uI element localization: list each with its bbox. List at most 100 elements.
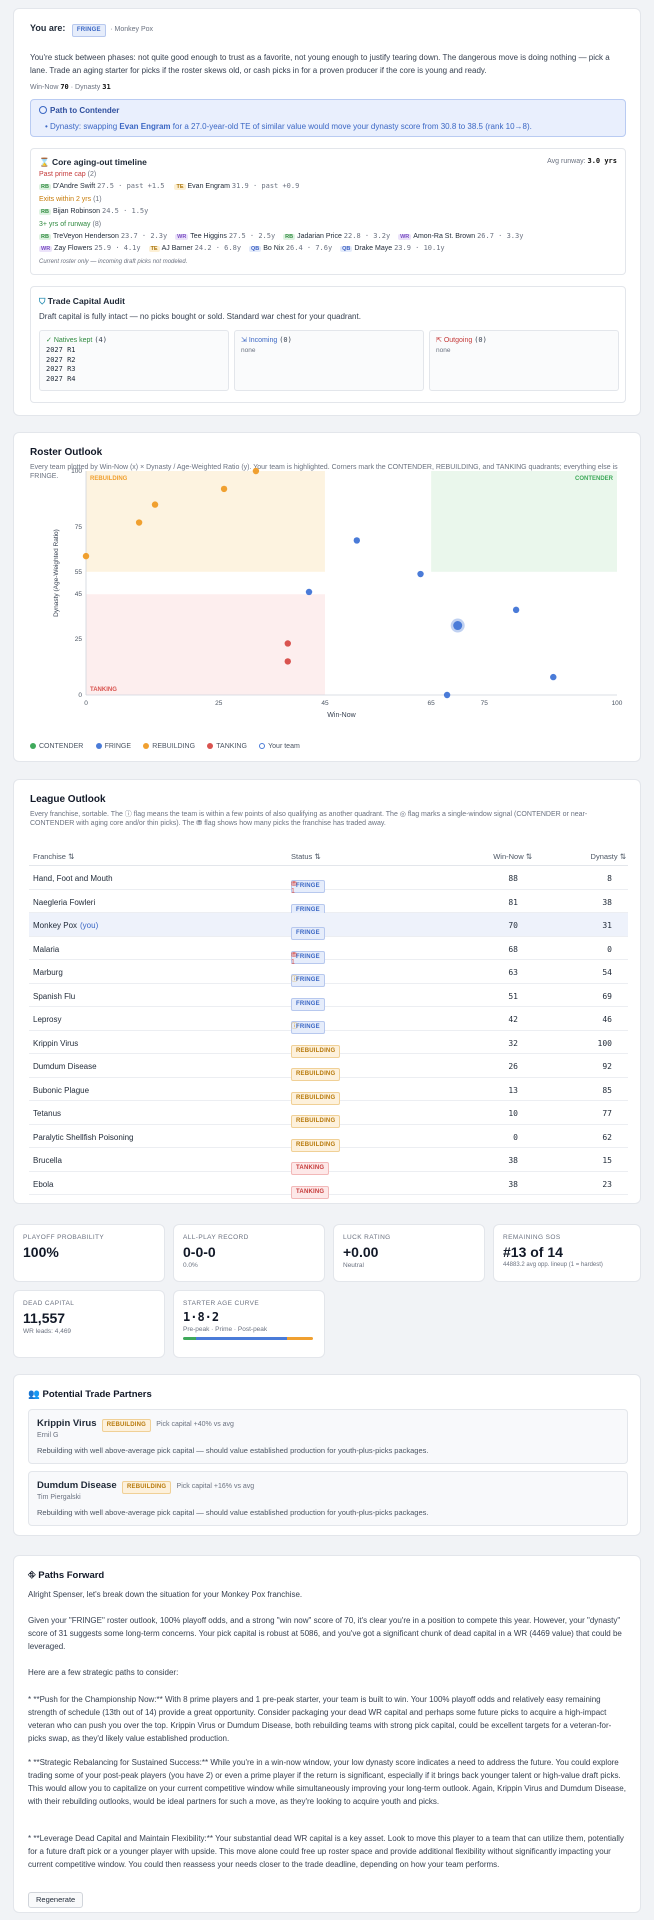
x-tick-label: 25 [215,700,223,707]
y-tick-label: 55 [75,569,83,576]
trade-capital-audit-box: ⛉ Trade Capital Audit Draft capital is f… [30,286,626,403]
dynasty-value: 38 [602,897,612,907]
table-row[interactable]: Monkey Pox (you) FRINGE 70 31 [29,913,628,940]
winnow-value: 51 [508,991,518,1001]
x-tick-label: 100 [612,700,623,707]
dynasty-value: 85 [602,1085,612,1095]
partner-owner: Ernil G [37,1432,59,1439]
winnow-value: 0 [513,1132,518,1142]
partner-desc: Rebuilding with well above-average pick … [37,1446,429,1455]
roster-outlook-desc: Every team plotted by Win-Now (x) × Dyna… [30,464,618,480]
dynasty-value: 69 [602,991,612,1001]
dynasty-value: 77 [602,1109,612,1118]
dynasty-value: 62 [602,1132,612,1142]
remaining-sos-card: REMAINING SOS #13 of 14 44883.2 avg opp. l… [493,1224,641,1282]
exits-list: RB Bijan Robinson 24.5 · 1.5y [39,207,149,215]
winnow-value: 42 [508,1015,518,1024]
y-tick-label: 0 [78,692,82,699]
team-point [353,537,361,544]
path-option-2: * **Strategic Rebalancing for Sustained … [28,1758,626,1806]
pick-item: 2027 R4 [46,374,76,383]
check-icon: ✓ [46,337,52,344]
partner-desc: Rebuilding with well above-average pick … [37,1508,429,1517]
franchise-name: Ebola [33,1179,54,1189]
team-point [550,673,557,681]
table-row[interactable]: Malaria FRINGE ⛃1 68 0 [29,937,628,966]
table-row[interactable]: Naegleria Fowleri FRINGE 81 38 [29,890,628,917]
franchise-name: Marburg [33,968,63,977]
table-row[interactable]: Ebola TANKING 38 23 [29,1172,628,1199]
dynasty-value: 15 [602,1156,612,1165]
franchise-name: Spanish Flu [33,991,76,1001]
table-row[interactable]: Leprosy FRINGE ⓘ 42 46 [29,1007,628,1034]
winnow-value: 68 [508,944,518,954]
partner-name: Krippin Virus [37,1418,97,1429]
team-point [252,467,260,475]
table-row[interactable]: Paralytic Shellfish Poisoning REBUILDING 0… [29,1125,628,1152]
partner-card[interactable]: Dumdum Disease REBUILDING Pick capital +… [28,1471,628,1526]
x-tick-label: 45 [321,700,329,707]
you-tag: (you) [80,921,99,930]
partner-owner: Tim Piergalski [37,1494,81,1501]
table-row[interactable]: Hand, Foot and Mouth FRINGE ⛃1 88 8 [29,866,628,895]
franchise-name: Brucella [33,1156,62,1165]
col-status[interactable]: Status ⇅ [291,852,321,861]
quadrant-label: TANKING [90,687,117,693]
runway-list-2: WR Zay Flowers 25.9 · 4.1y TE AJ Barner 24… [39,244,445,252]
team-name: · Monkey Pox [110,26,154,33]
flag-icon: ⛃1 [291,881,297,895]
dynasty-value: 8 [607,874,612,883]
incoming-box: ⇲ Incoming (0) none [234,330,424,391]
legend-tanking: TANKING [207,743,247,750]
table-row[interactable]: Marburg FRINGE ⓘ 63 54 [29,960,628,987]
pick-item: 2027 R1 [46,346,76,354]
franchise-name: Tetanus [33,1109,62,1118]
table-row[interactable]: Dumdum Disease REBUILDING 26 92 [29,1054,628,1081]
y-tick-label: 100 [71,468,82,475]
col-winnow[interactable]: Win-Now ⇅ [493,852,532,861]
starter-age-curve-card: STARTER AGE CURVE 1·8·2 Pre-peak · Prime ·… [173,1290,325,1358]
table-row[interactable]: Brucella TANKING 38 15 [29,1148,628,1175]
paths-lead: Here are a few strategic paths to consid… [28,1668,179,1677]
col-dynasty[interactable]: Dynasty ⇅ [590,852,626,861]
runway-heading: 3+ yrs of runway (8) [39,221,102,228]
aging-footnote: Current roster only — incoming draft pic… [39,259,188,265]
league-outlook-title: League Outlook [30,794,106,805]
runway-list-1: RB TreVeyon Henderson 23.7 · 2.3y WR Tee H… [39,232,524,240]
table-row[interactable]: Krippin Virus REBUILDING 32 100 [29,1031,628,1058]
team-point [284,640,291,647]
partner-card[interactable]: Krippin Virus REBUILDING Pick capital +4… [28,1409,628,1464]
franchise-name: Naegleria Fowleri [33,897,96,907]
pick-item: 2027 R2 [46,355,76,364]
paths-summary: Given your "FRINGE" roster outlook, 100%… [28,1616,622,1651]
regenerate-button[interactable]: Regenerate [28,1892,84,1908]
you-are-label: You are: [30,23,66,33]
franchise-name: Malaria [33,944,60,954]
legend-your-team: Your team [259,743,300,750]
age-curve-bar [183,1337,313,1340]
flag-icon: ⓘ [291,976,298,983]
franchise-name: Bubonic Plague [33,1085,90,1095]
table-row[interactable]: Bubonic Plague REBUILDING 13 85 [29,1078,628,1105]
hourglass-icon: ⌛ [39,157,50,167]
table-row[interactable]: Spanish Flu FRINGE 51 69 [29,984,628,1011]
y-tick-label: 25 [75,636,83,643]
col-franchise[interactable]: Franchise ⇅ [33,852,75,861]
team-point [82,552,90,560]
table-row[interactable]: Tetanus REBUILDING 10 77 [29,1101,628,1128]
paths-forward-card: ⛗ Paths Forward Alright Spenser, let's b… [13,1555,641,1913]
winnow-value: 88 [508,874,518,883]
roster-outlook-card: Roster Outlook Every team plotted by Win… [13,432,641,762]
winnow-value: 63 [508,968,518,977]
team-point [135,519,143,526]
flag-icon: ⛃1 [291,951,297,966]
team-point [151,501,159,508]
past-prime-list: RB D'Andre Swift 27.5 · past +1.5 TE Evan … [39,182,300,190]
people-icon: 👥 [28,1389,40,1400]
y-tick-label: 75 [75,524,83,531]
team-point [305,588,313,596]
path-bullet: • Dynasty: swapping Evan Engram for a 27… [45,122,532,131]
incoming-icon: ⇲ [241,337,247,344]
outgoing-icon: ⇱ [436,337,442,344]
dynasty-value: 92 [602,1062,612,1071]
